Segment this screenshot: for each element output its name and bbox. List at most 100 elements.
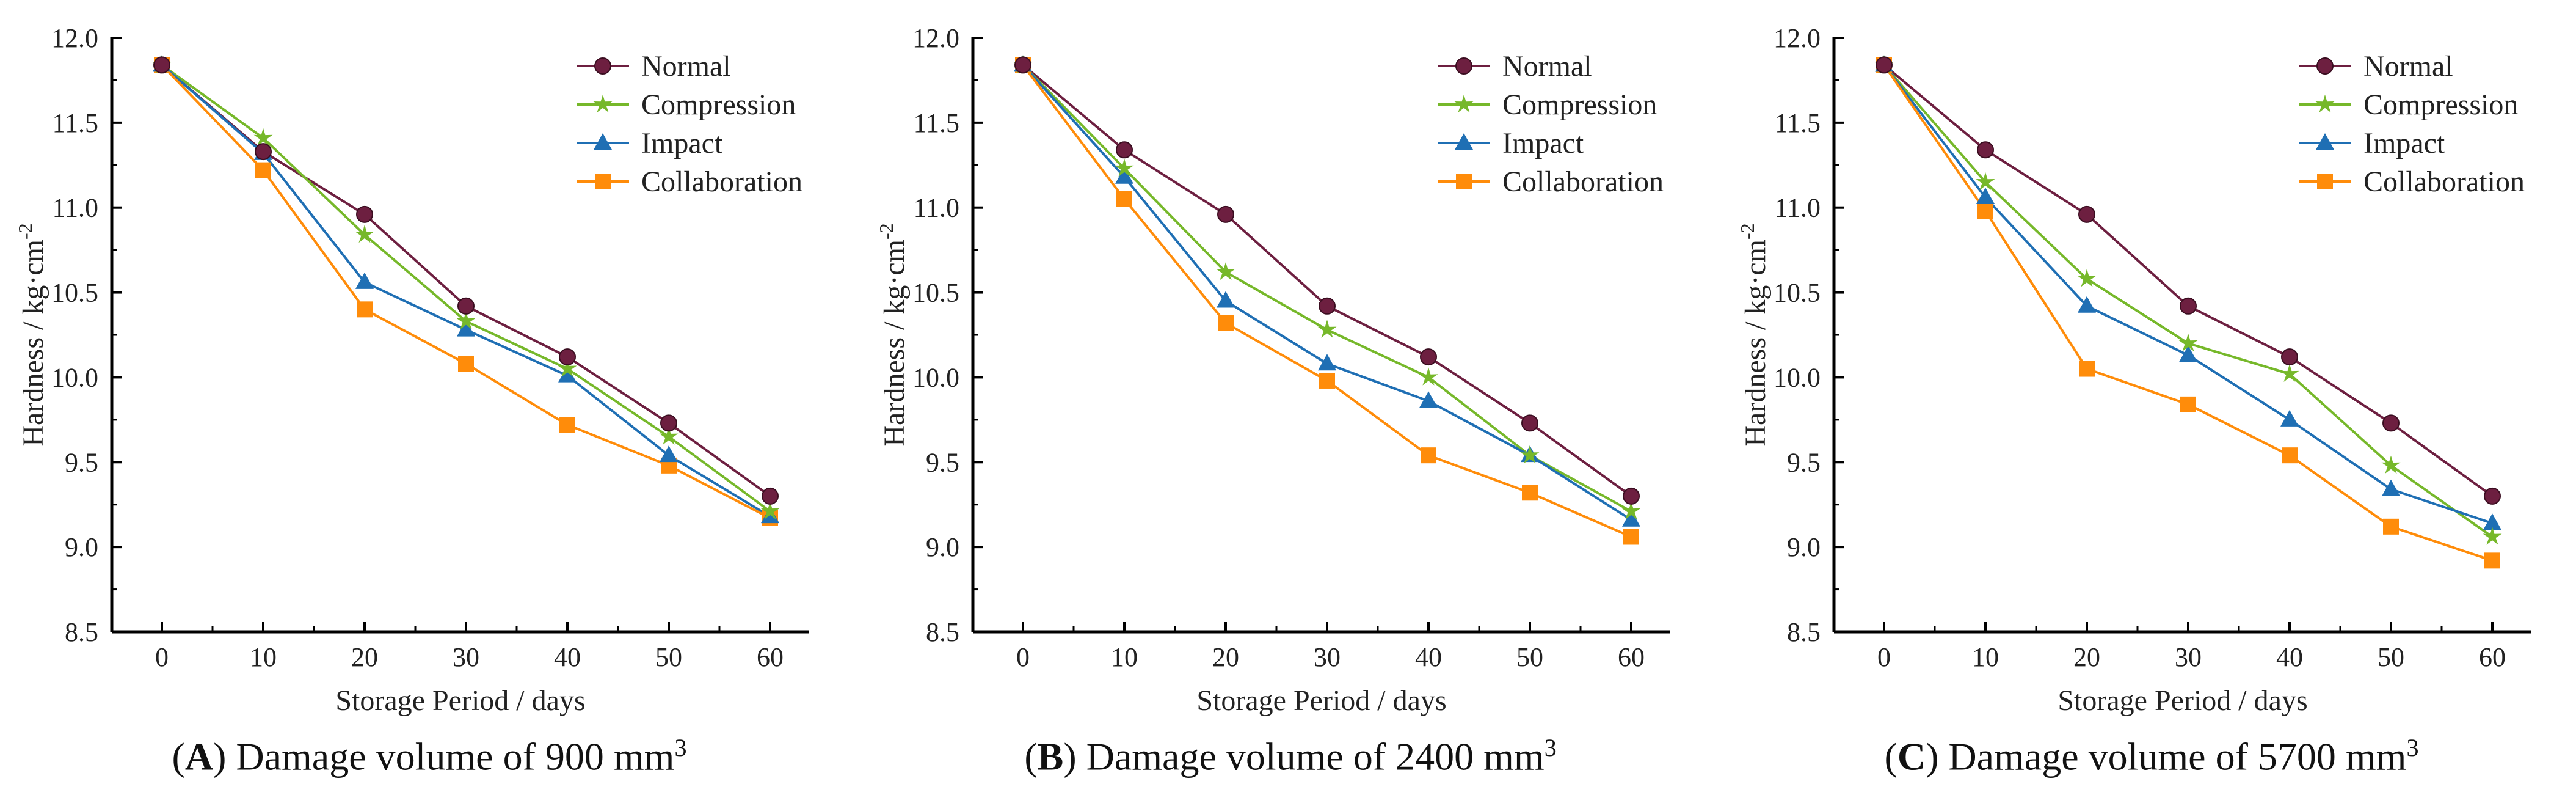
legend-marker-triangle-icon	[2316, 133, 2334, 150]
data-point-collaboration	[458, 356, 474, 372]
y-tick-label: 10.5	[51, 278, 98, 308]
data-point-normal	[356, 205, 373, 223]
caption-sup: 3	[1544, 734, 1557, 761]
x-tick-label: 50	[655, 642, 682, 672]
x-tick-label: 0	[1016, 642, 1030, 672]
x-tick-label: 30	[453, 642, 479, 672]
data-point-collaboration	[2079, 361, 2095, 377]
data-point-normal	[660, 414, 677, 432]
panel-a: 8.5 9.0 9.5 10.0 10.5 11.0 11.5 12.0 0 10 20 30 40 50…	[0, 0, 859, 806]
data-point-compression	[1520, 445, 1540, 464]
data-point-compression	[253, 128, 273, 146]
data-point-collaboration	[2484, 552, 2500, 569]
x-axis-label: Storage Period / days	[1196, 684, 1446, 717]
data-point-collaboration	[2282, 447, 2298, 464]
y-tick-label: 8.5	[65, 617, 98, 647]
y-tick-label: 11.5	[914, 108, 959, 138]
data-point-compression	[1976, 172, 1995, 191]
chart-a: 8.5 9.0 9.5 10.0 10.5 11.0 11.5 12.0 0 10 20 30 40 50…	[14, 23, 809, 717]
data-point-collaboration	[1421, 447, 1436, 464]
y-tick-label: 11.5	[53, 108, 98, 138]
x-tick-label: 40	[554, 642, 581, 672]
data-point-collaboration	[1116, 191, 1132, 207]
data-point-normal	[153, 56, 170, 74]
x-tick-label: 0	[155, 642, 169, 672]
data-point-normal	[457, 297, 475, 315]
x-tick-label: 50	[1516, 642, 1543, 672]
data-point-normal	[1217, 205, 1234, 223]
y-tick-label: 11.0	[53, 193, 98, 223]
data-point-normal	[1420, 348, 1437, 366]
chart-c: 8.5 9.0 9.5 10.0 10.5 11.0 11.5 12.0 0 10 20 30 40 50…	[1736, 23, 2531, 717]
y-tick-label: 12.0	[1774, 23, 1821, 53]
data-point-compression	[659, 427, 679, 445]
legend-marker-star-icon	[593, 94, 613, 113]
y-tick-label: 11.5	[1775, 108, 1821, 138]
data-point-compression	[1216, 262, 1235, 280]
y-tick-label: 9.5	[65, 447, 98, 477]
legend-label: Compression	[1502, 89, 1657, 121]
y-tick-label: 8.5	[926, 617, 959, 647]
y-tick-label: 11.0	[1775, 193, 1821, 223]
data-point-normal	[2078, 205, 2095, 223]
legend-marker-circle-icon	[1455, 57, 1472, 75]
data-point-impact	[355, 272, 374, 289]
legend-label: Normal	[641, 50, 731, 82]
data-point-collaboration	[2383, 518, 2399, 535]
caption-letter: C	[1897, 735, 1926, 779]
y-axis-label-sup: -2	[875, 223, 897, 240]
data-point-collaboration	[559, 417, 575, 433]
data-point-normal	[1116, 141, 1133, 159]
data-point-impact	[1115, 167, 1133, 184]
data-point-normal	[762, 487, 779, 505]
y-tick-label: 10.0	[912, 362, 959, 392]
data-point-collaboration	[1522, 485, 1538, 501]
data-point-compression	[1115, 158, 1134, 177]
y-tick-label: 9.0	[65, 532, 98, 562]
x-tick-label: 10	[1972, 642, 1999, 672]
legend: Normal Compression Impact Collaboration	[1438, 50, 1664, 198]
caption-letter: B	[1037, 735, 1064, 779]
caption-text: Damage volume of 5700 mm	[1948, 735, 2407, 779]
y-axis-label-sup: -2	[14, 223, 36, 240]
x-tick-label: 20	[351, 642, 378, 672]
x-tick-label: 10	[250, 642, 277, 672]
y-tick-label: 10.5	[1774, 278, 1821, 308]
legend-marker-circle-icon	[2316, 57, 2334, 75]
data-point-collaboration	[1319, 372, 1335, 389]
x-tick-label: 60	[2479, 642, 2506, 672]
data-point-normal	[2382, 414, 2400, 432]
data-point-compression	[558, 359, 577, 377]
data-point-normal	[559, 348, 576, 366]
y-axis-label-text: Hardness / kg·cm	[878, 240, 911, 447]
legend-label: Impact	[1502, 127, 1584, 159]
y-tick-label: 10.0	[51, 362, 98, 392]
data-point-impact	[558, 365, 577, 383]
y-axis-label: Hardness / kg·cm-2	[875, 223, 911, 446]
legend-marker-triangle-icon	[594, 133, 612, 150]
data-point-collaboration	[1977, 203, 1993, 219]
data-point-compression	[2381, 455, 2401, 474]
legend-marker-square-icon	[595, 174, 611, 189]
legend-label: Collaboration	[641, 166, 802, 198]
y-axis-label: Hardness / kg·cm-2	[14, 223, 49, 446]
x-tick-label: 20	[2073, 642, 2100, 672]
data-point-normal	[2484, 487, 2501, 505]
data-point-normal	[1623, 487, 1640, 505]
legend-label: Normal	[1502, 50, 1592, 82]
data-point-normal	[1521, 414, 1538, 432]
data-point-normal	[1319, 297, 1336, 315]
legend: Normal Compression Impact Collaboration	[2299, 50, 2525, 198]
y-tick-label: 9.5	[926, 447, 959, 477]
data-point-impact	[1419, 391, 1438, 408]
data-point-impact	[457, 320, 475, 337]
legend-marker-circle-icon	[594, 57, 611, 75]
data-point-normal	[255, 143, 272, 161]
data-point-impact	[2483, 513, 2501, 530]
x-tick-label: 50	[2378, 642, 2404, 672]
caption-letter: A	[184, 735, 214, 779]
data-point-normal	[1977, 141, 1994, 159]
x-tick-label: 40	[1415, 642, 1442, 672]
legend-marker-square-icon	[1456, 174, 1472, 189]
data-point-normal	[1876, 56, 1893, 74]
